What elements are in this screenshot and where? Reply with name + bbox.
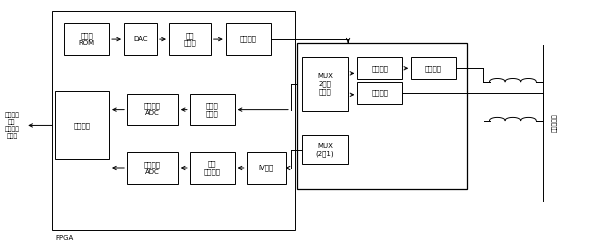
Text: DAC: DAC	[133, 36, 148, 42]
Bar	[411, 57, 456, 79]
Bar	[358, 82, 402, 104]
Bar	[302, 57, 349, 111]
Text: 精密电阻: 精密电阻	[371, 89, 388, 96]
Bar	[124, 23, 157, 55]
Text: 驱动
放大器: 驱动 放大器	[183, 32, 196, 46]
Bar	[52, 11, 294, 230]
Text: FPGA: FPGA	[55, 235, 73, 241]
Text: MUX
2路切
换开关: MUX 2路切 换开关	[317, 74, 333, 95]
Bar	[226, 23, 270, 55]
Bar	[127, 94, 178, 125]
Bar	[190, 152, 235, 184]
Bar	[127, 152, 178, 184]
Text: 解算逻辑: 解算逻辑	[74, 122, 91, 129]
Text: 第一
滤波放大: 第一 滤波放大	[204, 161, 221, 175]
Text: MUX
(2选1): MUX (2选1)	[316, 143, 334, 156]
Bar	[169, 23, 211, 55]
Text: 第一滤
波放大: 第一滤 波放大	[206, 103, 219, 117]
Text: IV转换: IV转换	[258, 165, 273, 171]
Bar	[246, 152, 285, 184]
Text: 电压采样
ADC: 电压采样 ADC	[144, 103, 161, 116]
Bar	[55, 91, 109, 159]
Text: 标准电阻: 标准电阻	[425, 65, 442, 72]
Text: 限流电阻: 限流电阻	[240, 36, 257, 42]
Text: 正弦波
ROM: 正弦波 ROM	[79, 32, 95, 46]
Text: 精密电阻: 精密电阻	[371, 65, 388, 72]
Bar	[358, 57, 402, 79]
Text: 电流采样
ADC: 电流采样 ADC	[144, 161, 161, 175]
Bar	[190, 94, 235, 125]
Bar	[302, 135, 349, 164]
Bar	[297, 43, 468, 189]
Bar	[64, 23, 109, 55]
Text: 接近传感器: 接近传感器	[552, 114, 557, 132]
Text: 输出电感
值感
阈值信号
给主机: 输出电感 值感 阈值信号 给主机	[4, 112, 19, 139]
